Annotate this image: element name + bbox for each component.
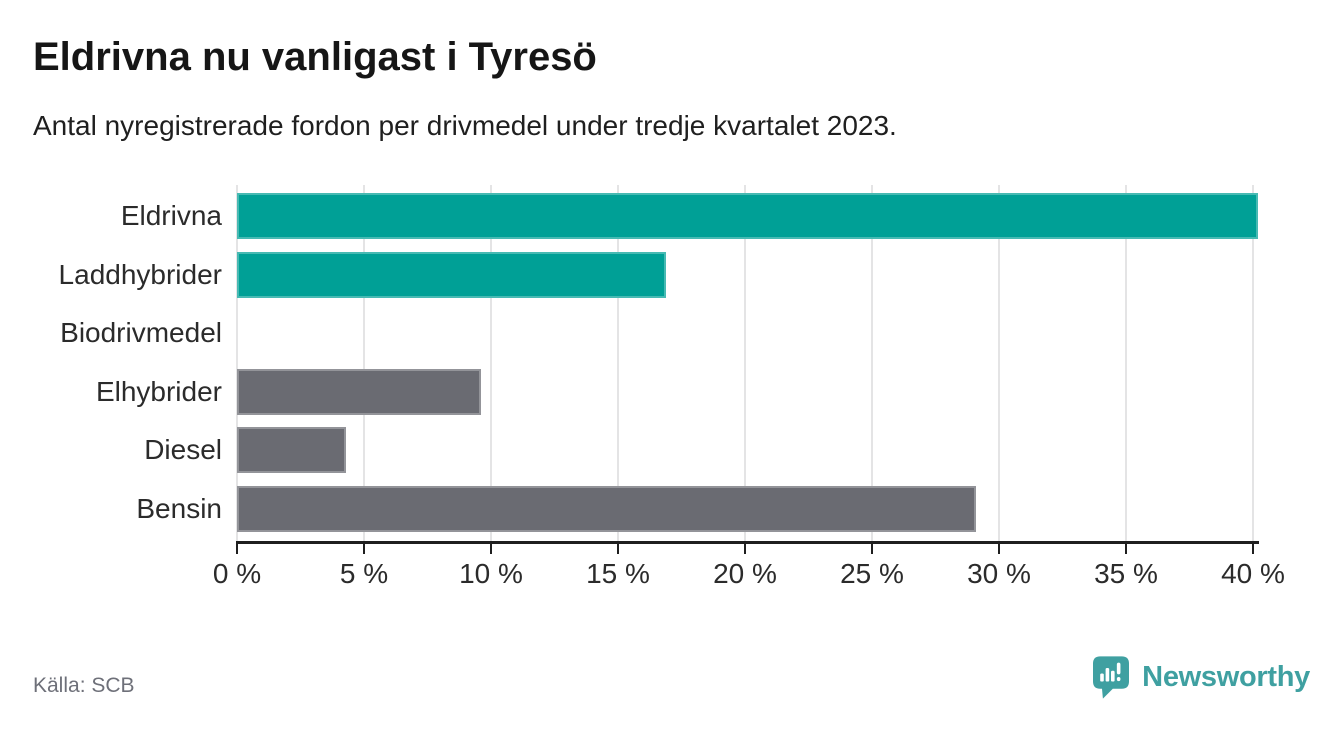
gridline bbox=[363, 185, 365, 541]
axis-tick bbox=[236, 541, 238, 554]
axis-tick-label: 10 % bbox=[459, 558, 523, 589]
gridline bbox=[236, 185, 238, 541]
gridline bbox=[1125, 185, 1127, 541]
newsworthy-logo-text: Newsworthy bbox=[1142, 661, 1310, 693]
axis-tick bbox=[871, 541, 873, 554]
category-label: Eldrivna bbox=[120, 200, 222, 231]
bar-series bbox=[237, 185, 1263, 541]
source-label: Källa: SCB bbox=[33, 674, 135, 697]
newsworthy-logo[interactable]: Newsworthy bbox=[1093, 656, 1310, 699]
axis-tick bbox=[617, 541, 619, 554]
gridline bbox=[998, 185, 1000, 541]
newsworthy-logo-icon bbox=[1093, 656, 1130, 699]
category-labels: Eldrivna Laddhybrider Biodrivmedel Elhybrid… bbox=[0, 185, 222, 541]
axis-tick-label: 0 % bbox=[212, 558, 262, 589]
category-label: Laddhybrider bbox=[58, 258, 222, 290]
axis-tick bbox=[744, 541, 746, 554]
axis-tick bbox=[363, 541, 365, 554]
gridline bbox=[744, 185, 746, 541]
axis-tick-label: 25 % bbox=[840, 558, 904, 589]
axis-tick-label: 5 % bbox=[339, 558, 389, 589]
x-axis-line bbox=[237, 541, 1259, 544]
axis-tick-label: 30 % bbox=[967, 558, 1031, 589]
bar-elhybrider bbox=[237, 368, 481, 415]
axis-tick bbox=[1125, 541, 1127, 554]
chart-subtitle: Antal nyregistrerade fordon per drivmede… bbox=[33, 110, 897, 141]
bar-bensin bbox=[237, 486, 977, 532]
category-label: Elhybrider bbox=[95, 375, 222, 407]
axis-tick-label: 35 % bbox=[1094, 558, 1158, 589]
axis-tick bbox=[490, 541, 492, 554]
category-label: Diesel bbox=[144, 434, 222, 466]
plot-area bbox=[236, 185, 1263, 541]
bar-diesel bbox=[237, 427, 347, 474]
category-label: Bensin bbox=[136, 493, 222, 524]
axis-tick-label: 20 % bbox=[713, 558, 777, 589]
gridline bbox=[617, 185, 619, 541]
chart-title: Eldrivna nu vanligast i Tyresö bbox=[33, 35, 597, 79]
x-axis: 0 % 5 % 10 % 15 % 20 % 25 % 30 % 35 % 40 % bbox=[213, 541, 1297, 601]
gridline bbox=[1252, 185, 1254, 541]
axis-tick-label: 40 % bbox=[1221, 558, 1285, 589]
category-label: Biodrivmedel bbox=[60, 317, 222, 349]
gridline bbox=[871, 185, 873, 541]
axis-tick bbox=[1252, 541, 1254, 554]
axis-tick bbox=[998, 541, 1000, 554]
gridline bbox=[490, 185, 492, 541]
axis-tick-label: 15 % bbox=[586, 558, 650, 589]
bar-laddhybrider bbox=[237, 251, 667, 298]
bar-eldrivna bbox=[237, 193, 1259, 239]
